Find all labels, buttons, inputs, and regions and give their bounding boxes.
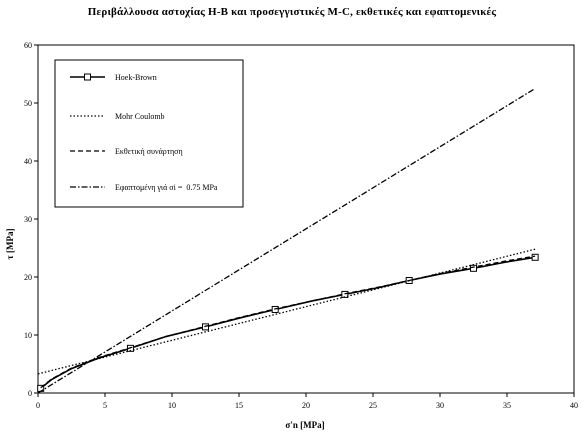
- x-tick-label-4: 20: [302, 401, 310, 410]
- x-tick-label-8: 40: [570, 401, 578, 410]
- series-exponential-line: [40, 255, 536, 389]
- y-tick-label-3: 30: [24, 215, 32, 224]
- y-tick-label-4: 40: [24, 157, 32, 166]
- series-hoek-brown-point-6: [470, 264, 477, 272]
- x-tick-label-6: 30: [436, 401, 444, 410]
- series-mohr-coulomb-line: [37, 248, 536, 375]
- legend-hoek-brown-marker: [84, 73, 91, 81]
- x-tick-label-7: 35: [503, 401, 511, 410]
- y-tick-label-1: 10: [24, 331, 32, 340]
- legend: Hoek-Brown Mohr Coulomb Εκθετική συνάρτη…: [54, 59, 244, 208]
- y-axis-label: τ [MPa]: [5, 229, 15, 260]
- y-tick-label-0: 0: [28, 389, 32, 398]
- series-hoek-brown-line: [40, 256, 536, 390]
- axis-ticks: 0 5 10 15 20 25 30 35 40 0 10 20 30 40 50 60: [24, 41, 578, 410]
- series-hoek-brown-point-7: [531, 253, 539, 261]
- y-tick-label-5: 50: [24, 99, 32, 108]
- x-tick-label-1: 5: [103, 401, 107, 410]
- legend-box: [54, 59, 244, 208]
- chart-title: Περιβάλλουσα αστοχίας H-B και προσεγγιστ…: [87, 6, 497, 18]
- y-tick-label-6: 60: [24, 41, 32, 50]
- series-tangent-line: [37, 87, 536, 394]
- x-tick-label-3: 15: [235, 401, 243, 410]
- x-tick-label-2: 10: [168, 401, 176, 410]
- legend-mohr-coulomb-label: Mohr Coulomb: [115, 112, 165, 121]
- y-tick-label-2: 20: [24, 273, 32, 282]
- series-layer: [37, 87, 539, 394]
- legend-hoek-brown-label: Hoek-Brown: [115, 73, 157, 82]
- x-tick-label-0: 0: [36, 401, 40, 410]
- x-axis-label: σ'n [MPa]: [285, 420, 324, 430]
- legend-exponential-label: Εκθετική συνάρτηση: [115, 147, 183, 156]
- legend-tangent-label: Εφαπτομένη γιά σi = 0.75 MPa: [115, 183, 218, 192]
- x-tick-label-5: 25: [369, 401, 377, 410]
